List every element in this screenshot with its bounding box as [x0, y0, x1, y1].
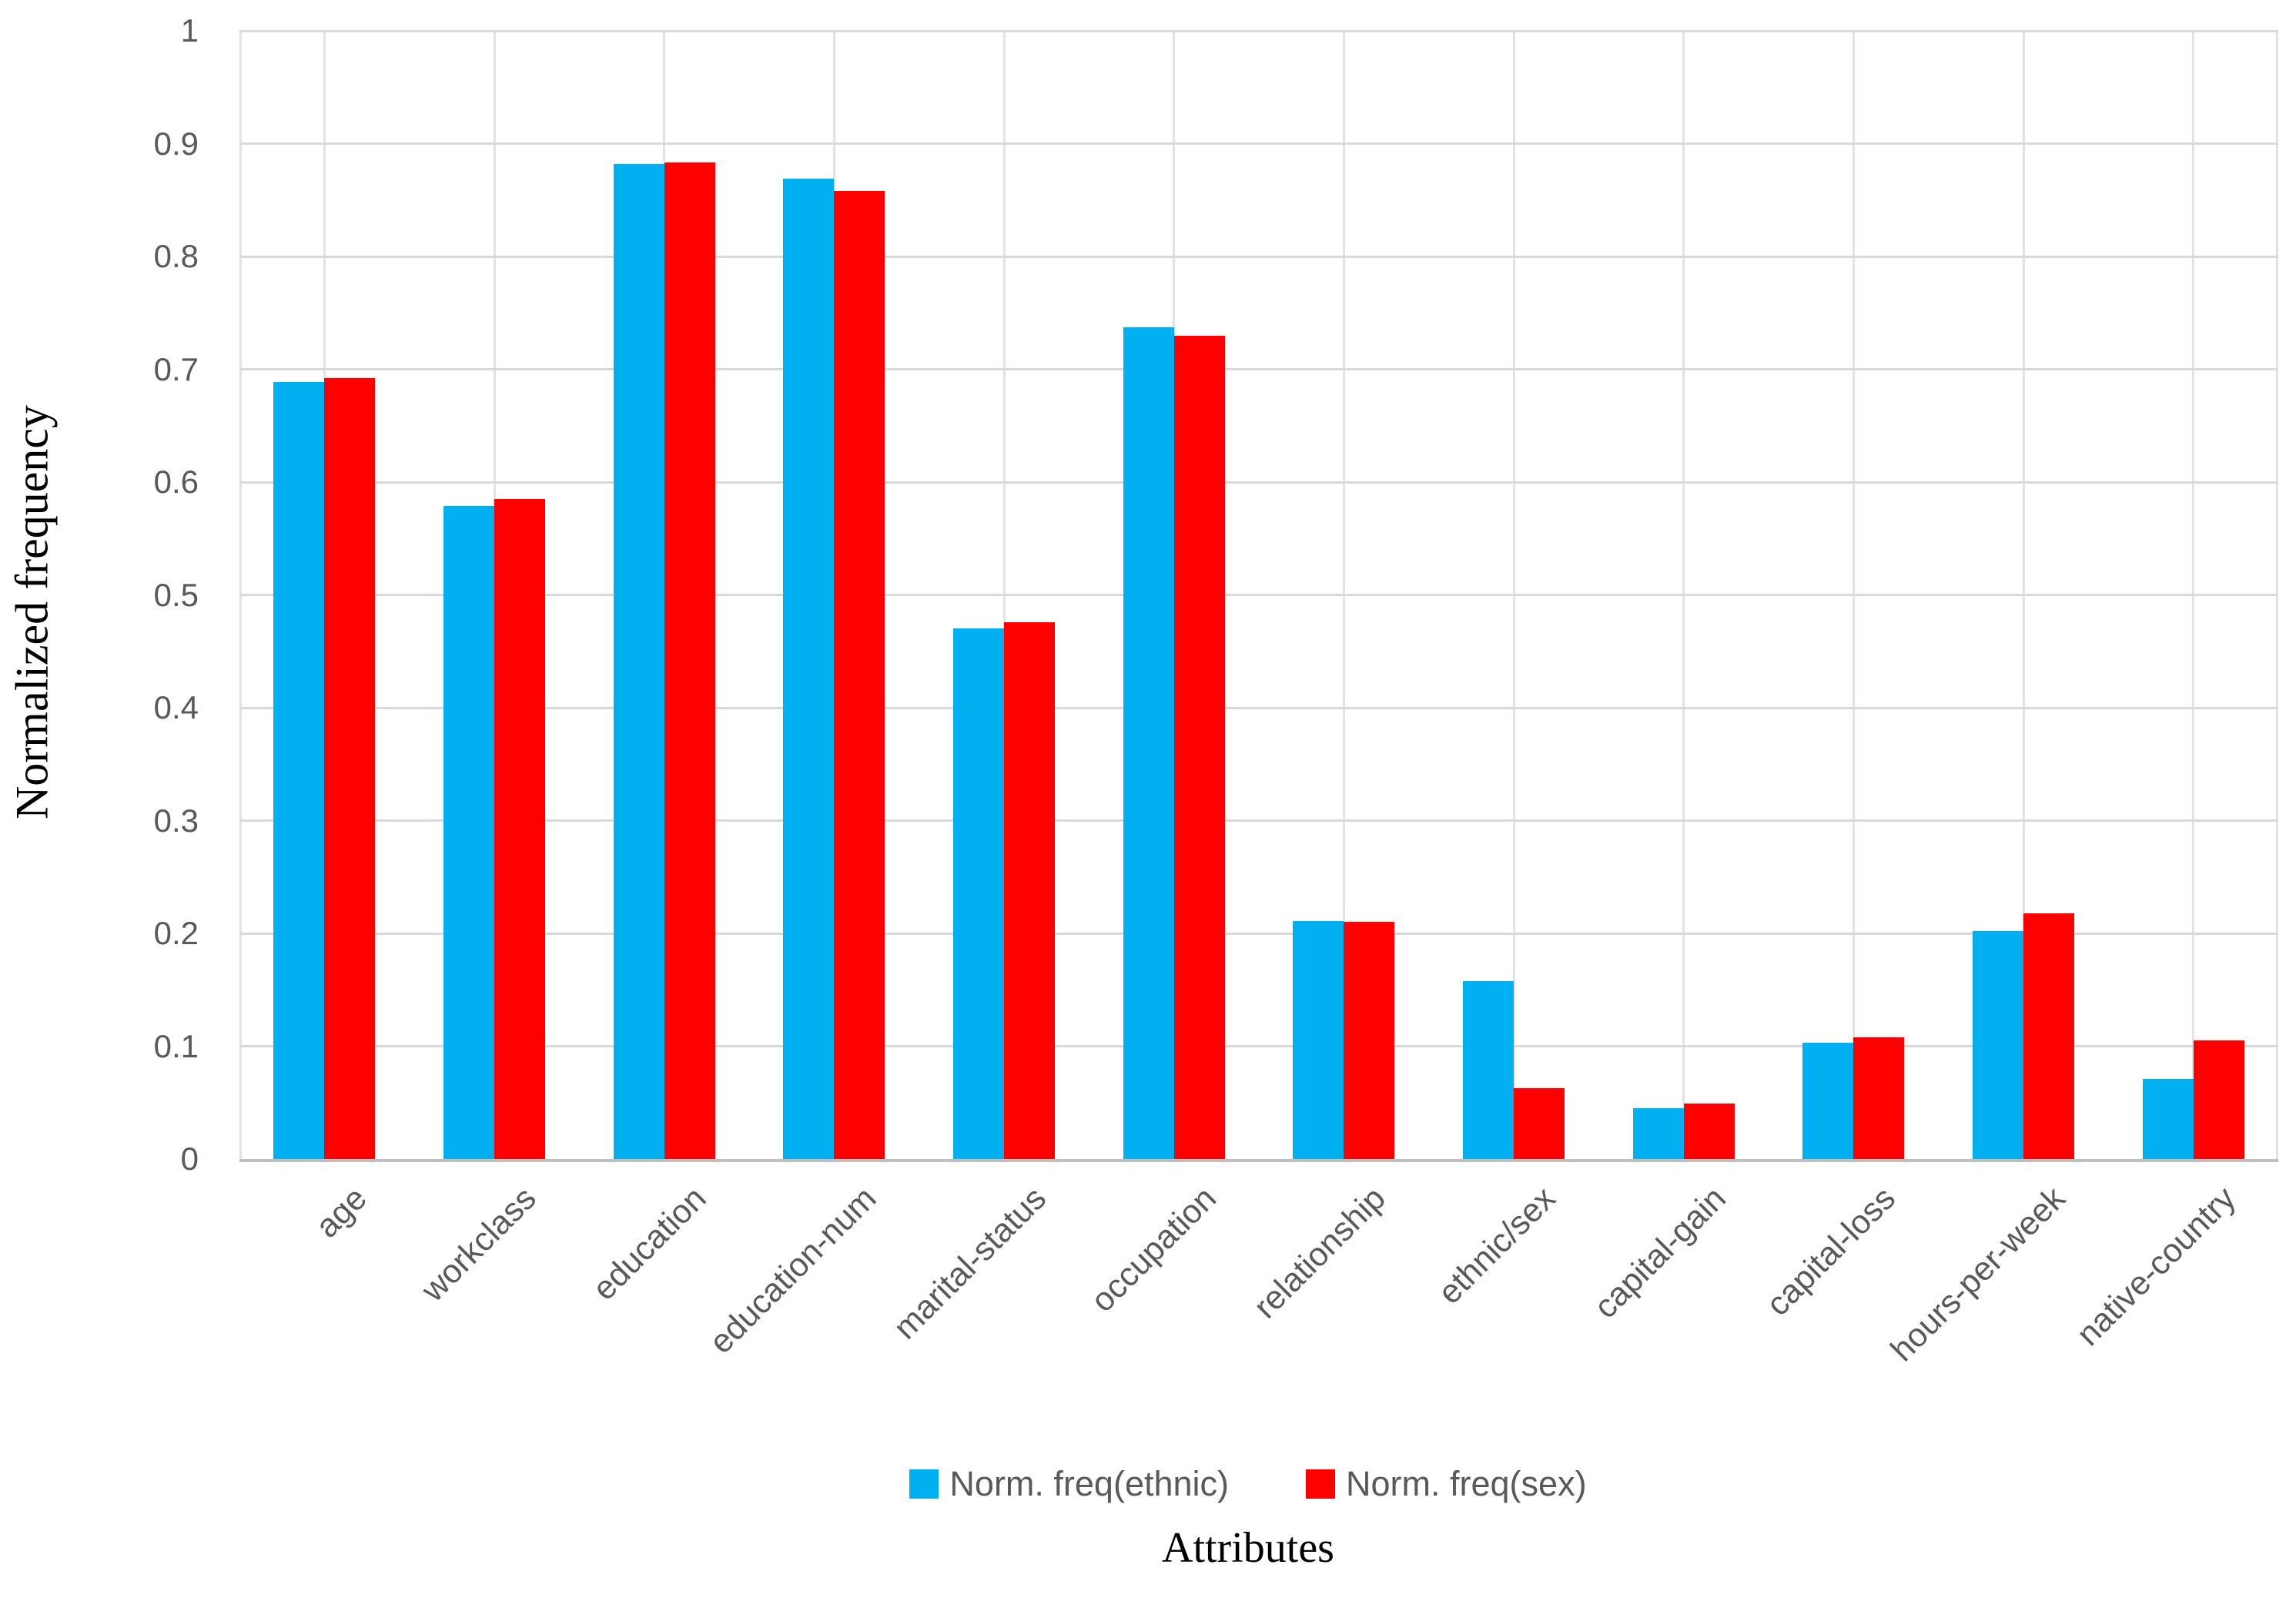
bar-occupation-sex [1173, 336, 1225, 1159]
bar-capital-gain-ethnic [1632, 1108, 1684, 1159]
x-axis-line [239, 1159, 2278, 1162]
gridline-h-1 [239, 29, 2278, 32]
bar-hours-per-week-ethnic [1973, 931, 2023, 1159]
bar-age-ethnic [273, 382, 325, 1159]
x-axis-label-ethnic/sex: ethnic/sex [1431, 1180, 1563, 1312]
bar-native-country-sex [2193, 1040, 2244, 1159]
bar-occupation-ethnic [1123, 327, 1174, 1159]
bar-relationship-ethnic [1293, 921, 1344, 1159]
gridline-h-0.7 [239, 368, 2278, 370]
gridline-h-0.5 [239, 594, 2278, 596]
legend-label-ethnic: Norm. freq(ethnic) [949, 1464, 1230, 1503]
bar-native-country-ethnic [2142, 1079, 2194, 1159]
legend-label-sex: Norm. freq(sex) [1346, 1464, 1587, 1503]
bar-education-num-sex [834, 191, 885, 1159]
gridline-h-0.4 [239, 706, 2278, 709]
x-axis-label-native-country: native-country [2069, 1180, 2243, 1353]
x-axis-label-workclass: workclass [414, 1180, 544, 1309]
bar-workclass-sex [494, 499, 545, 1159]
legend: Norm. freq(ethnic) Norm. freq(sex) [100, 1466, 2296, 1501]
x-axis-label-education-num: education-num [702, 1180, 884, 1362]
gridline-h-0.2 [239, 932, 2278, 935]
x-axis-label-education: education [585, 1180, 714, 1308]
gridline-h-0.3 [239, 819, 2278, 822]
gridline-h-0.6 [239, 481, 2278, 484]
bar-ethnic/sex-sex [1514, 1088, 1565, 1159]
legend-entry-ethnic: Norm. freq(ethnic) [909, 1466, 1229, 1501]
y-tick-label-0.8: 0.8 [153, 238, 199, 274]
bar-education-ethnic [613, 164, 664, 1159]
x-axis-label-occupation: occupation [1083, 1180, 1223, 1320]
y-tick-label-0.5: 0.5 [153, 576, 199, 613]
x-axis-label-age: age [308, 1180, 374, 1245]
bar-marital-status-sex [1004, 622, 1055, 1159]
bar-hours-per-week-sex [2023, 913, 2074, 1159]
x-axis-title: Attributes [1162, 1524, 1334, 1572]
bar-education-sex [664, 162, 715, 1159]
y-tick-label-0.4: 0.4 [153, 689, 199, 725]
legend-swatch-ethnic [909, 1469, 939, 1499]
bar-education-num-ethnic [783, 179, 835, 1159]
y-tick-label-0.9: 0.9 [153, 125, 199, 162]
y-tick-label-0.1: 0.1 [153, 1027, 199, 1064]
bar-capital-loss-ethnic [1802, 1043, 1854, 1159]
bar-marital-status-ethnic [953, 628, 1004, 1159]
x-axis-label-capital-gain: capital-gain [1587, 1180, 1733, 1326]
y-tick-label-1: 1 [180, 12, 199, 49]
legend-entry-sex: Norm. freq(sex) [1306, 1466, 1587, 1501]
bar-capital-loss-sex [1853, 1037, 1905, 1159]
gridline-h-0.9 [239, 142, 2278, 145]
gridline-h-0.1 [239, 1045, 2278, 1047]
x-axis-label-hours-per-week: hours-per-week [1883, 1180, 2073, 1369]
y-tick-label-0.7: 0.7 [153, 350, 199, 387]
y-tick-label-0.2: 0.2 [153, 915, 199, 951]
x-axis-label-capital-loss: capital-loss [1759, 1180, 1903, 1324]
x-axis-label-marital-status: marital-status [886, 1180, 1053, 1347]
y-tick-label-0.6: 0.6 [153, 464, 199, 500]
bar-ethnic/sex-ethnic [1463, 981, 1514, 1159]
bar-workclass-ethnic [443, 506, 494, 1159]
legend-swatch-sex [1306, 1469, 1336, 1499]
y-tick-label-0: 0 [180, 1141, 199, 1177]
bar-relationship-sex [1344, 922, 1395, 1159]
gridline-h-0.8 [239, 255, 2278, 258]
bar-capital-gain-sex [1683, 1104, 1735, 1159]
x-axis-label-relationship: relationship [1247, 1180, 1394, 1326]
y-tick-label-0.3: 0.3 [153, 802, 199, 839]
bar-age-sex [324, 378, 376, 1159]
